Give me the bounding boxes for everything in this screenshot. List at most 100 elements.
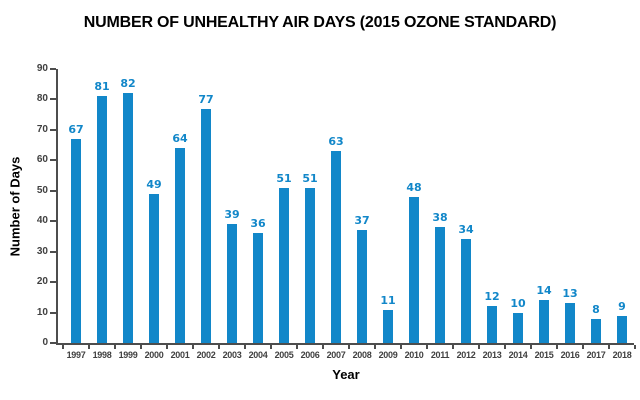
y-tick-label: 90 bbox=[36, 63, 48, 74]
x-tick-label-2004: 2004 bbox=[248, 350, 268, 360]
x-axis-tick bbox=[192, 345, 194, 349]
x-tick-label-2001: 2001 bbox=[170, 350, 190, 360]
x-axis-tick bbox=[452, 345, 454, 349]
bar-2018 bbox=[617, 315, 627, 343]
bar-value-label-2002: 77 bbox=[198, 92, 214, 106]
bar-value-label-2009: 11 bbox=[380, 293, 396, 307]
y-axis-tick bbox=[50, 68, 56, 70]
bar-1998 bbox=[97, 96, 107, 343]
x-axis-tick bbox=[348, 345, 350, 349]
bar-value-label-2017: 8 bbox=[592, 302, 600, 316]
bar-value-label-1998: 81 bbox=[94, 80, 110, 94]
x-axis-tick bbox=[426, 345, 428, 349]
x-axis-tick bbox=[374, 345, 376, 349]
y-tick-label: 80 bbox=[36, 93, 48, 105]
x-axis-tick bbox=[114, 345, 116, 349]
x-tick-label-2006: 2006 bbox=[300, 350, 320, 360]
bar-value-label-2014: 10 bbox=[510, 296, 526, 310]
x-tick-label-2017: 2017 bbox=[586, 350, 606, 360]
bar-2011 bbox=[435, 227, 445, 343]
bar-value-label-2008: 37 bbox=[354, 214, 370, 228]
bar-2014 bbox=[513, 312, 523, 343]
y-axis-tick bbox=[50, 250, 56, 253]
bar-value-label-2003: 39 bbox=[224, 208, 240, 222]
bar-2006 bbox=[305, 187, 315, 343]
y-axis-line bbox=[56, 69, 58, 345]
bar-value-label-2013: 12 bbox=[484, 290, 500, 304]
bar-2010 bbox=[409, 196, 419, 343]
bar-value-label-2001: 64 bbox=[172, 132, 188, 146]
x-tick-label-2005: 2005 bbox=[274, 350, 294, 360]
y-tick-label: 20 bbox=[36, 276, 48, 288]
bar-1999 bbox=[123, 93, 133, 343]
x-tick-label-2003: 2003 bbox=[222, 350, 242, 360]
bar-2007 bbox=[331, 151, 341, 343]
bar-value-label-2018: 9 bbox=[618, 299, 626, 313]
x-tick-label-2012: 2012 bbox=[456, 350, 476, 360]
bar-2008 bbox=[357, 230, 367, 343]
x-tick-label-2010: 2010 bbox=[404, 350, 424, 360]
y-tick-label: 60 bbox=[36, 154, 48, 166]
bar-value-label-2016: 13 bbox=[562, 287, 578, 301]
x-axis-tick bbox=[556, 345, 558, 349]
x-tick-label-2011: 2011 bbox=[430, 350, 450, 360]
bar-2003 bbox=[227, 224, 237, 343]
y-tick-label: 30 bbox=[36, 245, 48, 257]
bar-2016 bbox=[565, 303, 575, 343]
x-axis-tick bbox=[296, 345, 298, 349]
y-axis-tick bbox=[50, 342, 56, 344]
x-axis-title: Year bbox=[332, 367, 360, 382]
y-axis-title: Number of Days bbox=[7, 156, 23, 257]
x-tick-label-2007: 2007 bbox=[326, 350, 346, 360]
x-axis-tick bbox=[582, 345, 584, 349]
y-axis-tick bbox=[50, 281, 56, 284]
bar-value-label-2010: 48 bbox=[406, 180, 422, 194]
x-axis-tick bbox=[88, 345, 90, 349]
x-axis-tick bbox=[400, 345, 402, 349]
x-tick-label-2008: 2008 bbox=[352, 350, 372, 360]
x-tick-label-2013: 2013 bbox=[482, 350, 502, 360]
bar-2009 bbox=[383, 309, 393, 343]
x-tick-label-2002: 2002 bbox=[196, 350, 216, 360]
y-tick-label: 10 bbox=[36, 306, 48, 318]
bar-value-label-2005: 51 bbox=[276, 171, 292, 185]
y-axis-tick bbox=[50, 311, 56, 314]
bar-2015 bbox=[539, 300, 549, 343]
x-axis-tick bbox=[322, 345, 324, 349]
bar-2013 bbox=[487, 306, 497, 343]
y-tick-label: 40 bbox=[36, 215, 48, 227]
x-tick-label-2000: 2000 bbox=[144, 350, 164, 360]
x-axis-tick bbox=[140, 345, 142, 349]
y-axis-tick bbox=[50, 220, 56, 223]
x-tick-label-2009: 2009 bbox=[378, 350, 398, 360]
bar-2000 bbox=[149, 193, 159, 343]
x-axis-tick bbox=[530, 345, 532, 349]
bar-value-label-2006: 51 bbox=[302, 171, 318, 185]
y-tick-label: 50 bbox=[36, 184, 48, 196]
y-axis-tick bbox=[50, 98, 56, 101]
x-tick-label-2014: 2014 bbox=[508, 350, 528, 360]
bar-2017 bbox=[591, 318, 601, 343]
x-axis-tick bbox=[166, 345, 168, 349]
x-tick-label-2015: 2015 bbox=[534, 350, 554, 360]
x-axis-tick bbox=[218, 345, 220, 349]
bar-value-label-1997: 67 bbox=[68, 123, 84, 137]
x-axis-tick bbox=[270, 345, 272, 349]
x-tick-label-1997: 1997 bbox=[66, 350, 86, 360]
bar-value-label-1999: 82 bbox=[120, 77, 136, 91]
x-tick-label-1999: 1999 bbox=[118, 350, 138, 360]
x-axis-line bbox=[56, 343, 634, 345]
bar-2001 bbox=[175, 148, 185, 343]
bar-value-label-2004: 36 bbox=[250, 217, 266, 231]
bar-value-label-2011: 38 bbox=[432, 211, 448, 225]
bar-value-label-2012: 34 bbox=[458, 223, 474, 237]
chart-title: NUMBER OF UNHEALTHY AIR DAYS (2015 OZONE… bbox=[83, 14, 557, 31]
x-axis-tick bbox=[62, 345, 64, 349]
bar-2002 bbox=[201, 108, 211, 343]
x-axis-tick bbox=[504, 345, 506, 349]
x-axis-tick bbox=[634, 345, 636, 349]
y-axis-tick bbox=[50, 128, 56, 131]
x-axis-tick bbox=[608, 345, 610, 349]
bar-value-label-2000: 49 bbox=[146, 177, 162, 191]
bar-2005 bbox=[279, 187, 289, 343]
